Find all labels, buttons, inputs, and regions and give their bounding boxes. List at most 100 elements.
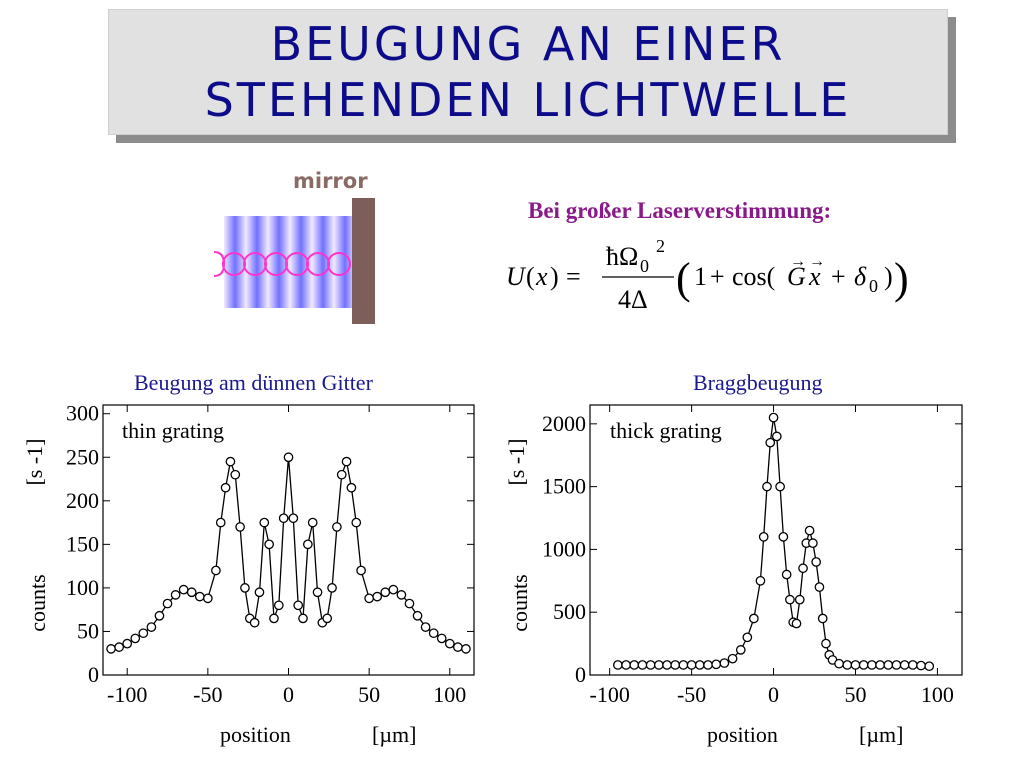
- data-point: [686, 660, 697, 670]
- data-point: [380, 587, 391, 598]
- data-point: [694, 660, 705, 670]
- y-tick-label: 0: [88, 662, 99, 687]
- data-point: [670, 660, 681, 670]
- data-point: [768, 412, 779, 423]
- data-point: [804, 525, 815, 536]
- plot-frame: [102, 404, 475, 676]
- y-tick-label: 250: [66, 444, 99, 469]
- data-point: [388, 584, 399, 595]
- data-point: [444, 638, 455, 649]
- data-point: [775, 481, 785, 492]
- data-point: [814, 582, 825, 592]
- data-point: [749, 613, 759, 624]
- potential-equation: U ( x ) = ħΩ 0 2 4Δ ( 1 + cos( G → x → +…: [506, 236, 909, 314]
- data-point: [278, 513, 289, 524]
- x-tick-label: -100: [107, 682, 147, 707]
- svg-text:4Δ: 4Δ: [618, 285, 648, 314]
- data-point: [298, 613, 308, 624]
- data-point: [858, 660, 869, 670]
- data-point: [372, 591, 383, 602]
- data-point: [794, 594, 805, 605]
- data-point: [303, 539, 313, 550]
- data-point: [225, 456, 236, 467]
- data-point: [356, 565, 366, 576]
- data-point: [211, 565, 221, 576]
- data-point: [758, 532, 769, 542]
- y-tick-label: 50: [77, 618, 99, 643]
- data-point: [662, 660, 672, 670]
- data-point: [130, 633, 141, 644]
- data-point: [711, 659, 722, 670]
- equation-heading: Bei großer Laserverstimmung:: [528, 198, 832, 223]
- data-point: [867, 660, 877, 670]
- y-tick-label: 2000: [542, 411, 586, 436]
- data-point: [146, 622, 157, 632]
- data-point: [106, 644, 116, 654]
- x-axis-label: position: [707, 722, 778, 747]
- data-point: [428, 628, 439, 639]
- data-point: [907, 660, 918, 670]
- data-point: [703, 660, 713, 670]
- data-point: [755, 575, 766, 586]
- data-point: [170, 590, 181, 600]
- data-point: [817, 613, 828, 624]
- y-tick-label: 0: [575, 662, 586, 687]
- data-point: [791, 618, 802, 629]
- svg-text:cos(: cos(: [732, 262, 775, 291]
- svg-text:2: 2: [656, 236, 665, 256]
- x-tick-label: 50: [358, 682, 380, 707]
- data-point: [453, 642, 463, 652]
- data-point: [322, 613, 333, 624]
- data-point: [122, 638, 133, 649]
- data-point: [785, 594, 795, 605]
- data-point: [346, 482, 357, 493]
- standing-wave-nodes: [213, 251, 351, 277]
- data-point: [264, 539, 274, 550]
- svg-text:δ: δ: [854, 262, 867, 291]
- data-point: [771, 431, 782, 442]
- svg-text:U: U: [506, 262, 527, 291]
- x-tick-label: -100: [590, 682, 630, 707]
- data-point: [883, 660, 894, 670]
- data-point: [178, 584, 189, 595]
- grating-annotation: thick grating: [610, 418, 722, 443]
- data-point: [924, 661, 935, 672]
- data-point: [899, 660, 910, 670]
- data-point: [404, 598, 415, 609]
- data-point: [194, 591, 205, 602]
- x-tick-label: 0: [283, 682, 294, 707]
- x-tick-label: 100: [921, 682, 954, 707]
- svg-text:): ): [894, 254, 909, 303]
- data-point: [259, 517, 270, 528]
- data-point: [645, 660, 656, 670]
- data-point: [396, 590, 407, 600]
- data-point: [637, 660, 648, 670]
- data-point: [293, 600, 304, 611]
- data-point: [762, 481, 772, 492]
- data-point: [254, 587, 265, 598]
- data-point: [891, 660, 902, 670]
- data-point: [341, 456, 352, 467]
- y-tick-label: 1500: [542, 474, 586, 499]
- svg-text:+: +: [831, 262, 846, 291]
- data-point: [138, 628, 149, 639]
- data-point: [811, 557, 821, 567]
- data-point: [215, 517, 226, 528]
- data-point: [916, 660, 926, 671]
- x-tick-label: 0: [768, 682, 779, 707]
- y-tick-label: 150: [66, 531, 99, 556]
- svg-text:x: x: [808, 262, 821, 291]
- data-point: [307, 517, 318, 528]
- data-point: [719, 658, 730, 668]
- svg-text:x: x: [535, 262, 548, 291]
- data-point: [327, 583, 337, 593]
- data-point: [798, 563, 808, 574]
- fit-line: [110, 457, 467, 650]
- y-axis-unit: [s -1]: [22, 438, 47, 485]
- plot-frame: [589, 404, 963, 676]
- data-point: [781, 569, 792, 580]
- svg-text:0: 0: [869, 276, 878, 296]
- svg-text:1: 1: [694, 262, 707, 291]
- y-axis-label: counts: [25, 574, 50, 631]
